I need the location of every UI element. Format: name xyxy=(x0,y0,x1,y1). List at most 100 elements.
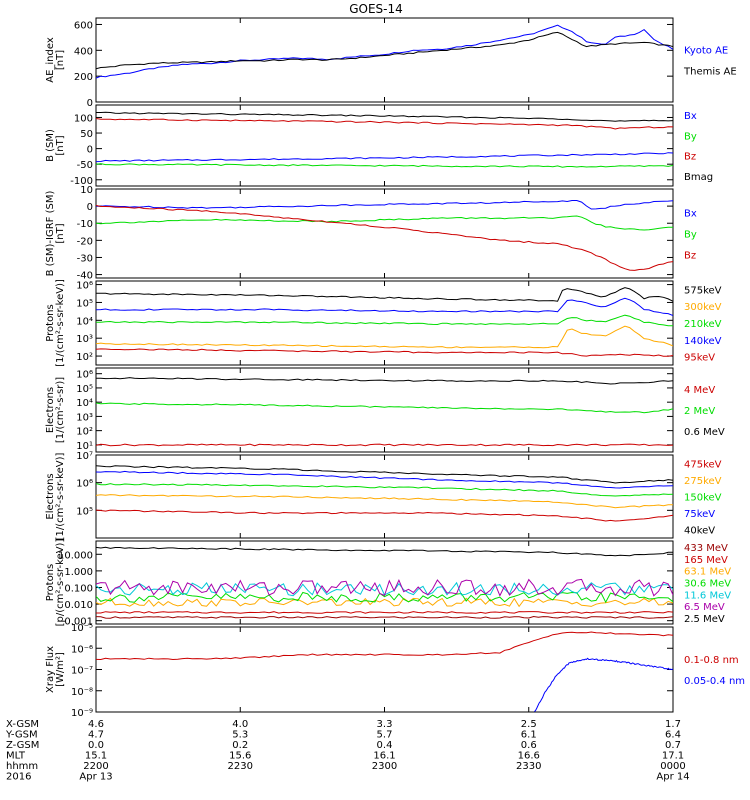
y-tick-label: 10⁴ xyxy=(76,316,93,327)
y-axis-label: Xray Flux[W/m²] xyxy=(45,646,66,693)
panel-ae: 0 200 400 600 AE_index[nT] Kyoto AE Themis AE xyxy=(45,17,737,109)
y-tick-label: 200 xyxy=(74,72,93,83)
y-tick-label: -20 xyxy=(77,236,93,247)
legend-label: 275keV xyxy=(684,476,722,487)
y-tick-label: 10² xyxy=(76,427,93,438)
x-axis-value: 4.6 xyxy=(88,719,104,730)
legend-label: 210keV xyxy=(684,319,722,330)
x-axis-value: 2200 xyxy=(83,761,108,772)
legend-label: 575keV xyxy=(684,285,722,296)
legend-label: 11.6 MeV xyxy=(684,590,731,601)
series-line xyxy=(534,657,673,712)
plot-title: GOES-14 xyxy=(349,2,403,16)
x-axis-value: 0000 xyxy=(660,761,685,772)
series-line xyxy=(96,494,673,509)
legend-label: 63.1 MeV xyxy=(684,567,731,578)
panel-bigrf: -40 -30 -20 -10 0 10 B (SM)-IGRF (SM)[nT] Bx By B… xyxy=(45,185,697,282)
y-tick-label: 10⁶ xyxy=(76,370,93,381)
x-axis-value: 17.1 xyxy=(662,751,684,762)
x-axis-row-label: 2016 xyxy=(6,772,31,783)
y-tick-label: 10⁻⁶ xyxy=(71,644,93,655)
y-tick-label: 0 xyxy=(87,202,93,213)
series-line xyxy=(96,402,673,414)
y-tick-label: 10³ xyxy=(76,334,93,345)
legend-label: Themis AE xyxy=(683,66,737,77)
legend-label: Bx xyxy=(684,209,697,220)
y-tick-label: 100 xyxy=(74,113,93,124)
y-tick-label: 400 xyxy=(74,46,93,57)
series-line xyxy=(96,314,673,327)
panel-xray: 10⁻⁹ 10⁻⁸ 10⁻⁷ 10⁻⁶ 10⁻⁵ Xray Flux[W/m²] 0.1-0… xyxy=(45,623,745,719)
series-line xyxy=(96,615,673,619)
x-axis-value: Apr 14 xyxy=(656,772,689,783)
legend-label: 300keV xyxy=(684,302,722,313)
series-line xyxy=(96,163,673,168)
legend-label: By xyxy=(684,230,697,241)
y-tick-label: 10⁴ xyxy=(76,398,93,409)
series-line xyxy=(96,546,673,557)
y-tick-label: 10⁵ xyxy=(76,298,93,309)
x-axis-value: 0.6 xyxy=(521,740,537,751)
series-line xyxy=(96,483,673,497)
panel-electrons1: 10¹ 10² 10³ 10⁴ 10⁵ 10⁶ Electrons[1/(cm²-s-sr)… xyxy=(45,367,725,453)
series-line xyxy=(96,200,673,210)
y-axis-label: AE_index[nT] xyxy=(45,37,66,83)
panel-protons2: 0.001 0.010 0.100 1.000 10.000Protons[p/(cm²… xyxy=(45,539,731,628)
legend-label: Bmag xyxy=(684,172,713,183)
y-tick-label: 10⁵ xyxy=(76,506,93,517)
y-tick-label: 1.000 xyxy=(64,567,93,578)
panel-frame xyxy=(95,104,674,187)
legend-label: 433 MeV xyxy=(684,543,728,554)
legend-label: Bx xyxy=(684,111,697,122)
y-tick-label: 10 xyxy=(80,185,93,196)
panel-frame xyxy=(95,626,674,713)
legend-label: 0.6 MeV xyxy=(684,427,725,438)
series-line xyxy=(96,348,673,357)
y-tick-label: 10⁶ xyxy=(76,479,93,490)
x-axis-value: 15.1 xyxy=(85,751,107,762)
series-line xyxy=(96,597,673,608)
y-tick-label: 0 xyxy=(87,98,93,109)
y-tick-label: 0.010 xyxy=(64,600,93,611)
series-line xyxy=(96,24,673,79)
series-line xyxy=(96,204,673,271)
x-axis-value: 2230 xyxy=(228,761,253,772)
y-tick-label: 10⁻⁵ xyxy=(71,623,93,634)
legend-label: 2.5 MeV xyxy=(684,614,725,625)
y-tick-label: 10² xyxy=(76,352,93,363)
series-line xyxy=(96,578,673,597)
x-axis-value: 4.0 xyxy=(232,719,248,730)
legend-label: 475keV xyxy=(684,459,722,470)
y-tick-label: 0.100 xyxy=(64,583,93,594)
y-tick-label: 10¹ xyxy=(76,441,93,452)
y-tick-label: 10.000 xyxy=(58,550,93,561)
x-axis-row-label: hhmm xyxy=(6,761,38,772)
legend-label: 75keV xyxy=(684,509,715,520)
x-axis-value: 2.5 xyxy=(521,719,537,730)
x-axis-value: 0.4 xyxy=(377,740,393,751)
x-axis-value: Apr 13 xyxy=(79,772,112,783)
x-axis-value: 3.3 xyxy=(377,719,393,730)
legend-label: 150keV xyxy=(684,493,722,504)
legend-label: 40keV xyxy=(684,526,715,537)
x-axis-value: 6.4 xyxy=(665,730,681,741)
y-tick-label: 0.001 xyxy=(64,617,93,628)
y-tick-label: 10⁷ xyxy=(76,451,93,462)
x-axis-value: 1.7 xyxy=(665,719,681,730)
y-tick-label: -40 xyxy=(77,271,93,282)
y-tick-label: -50 xyxy=(77,160,93,171)
series-line xyxy=(96,31,673,70)
y-tick-label: 10⁻⁹ xyxy=(71,708,93,719)
legend-label: By xyxy=(684,131,697,142)
y-tick-label: -100 xyxy=(70,176,93,187)
series-line xyxy=(96,215,673,231)
legend-label: Kyoto AE xyxy=(684,46,728,57)
panel-bsm: -100 -50 0 50 100 B (SM)[nT] Bx By Bz Bmag xyxy=(45,104,713,187)
series-line xyxy=(96,377,673,385)
series-line xyxy=(96,611,673,614)
series-line xyxy=(96,631,673,661)
legend-label: 2 MeV xyxy=(684,406,715,417)
x-axis-value: 6.1 xyxy=(521,730,537,741)
y-axis-label: Electrons[1/(cm²-s-sr)] xyxy=(45,377,66,443)
